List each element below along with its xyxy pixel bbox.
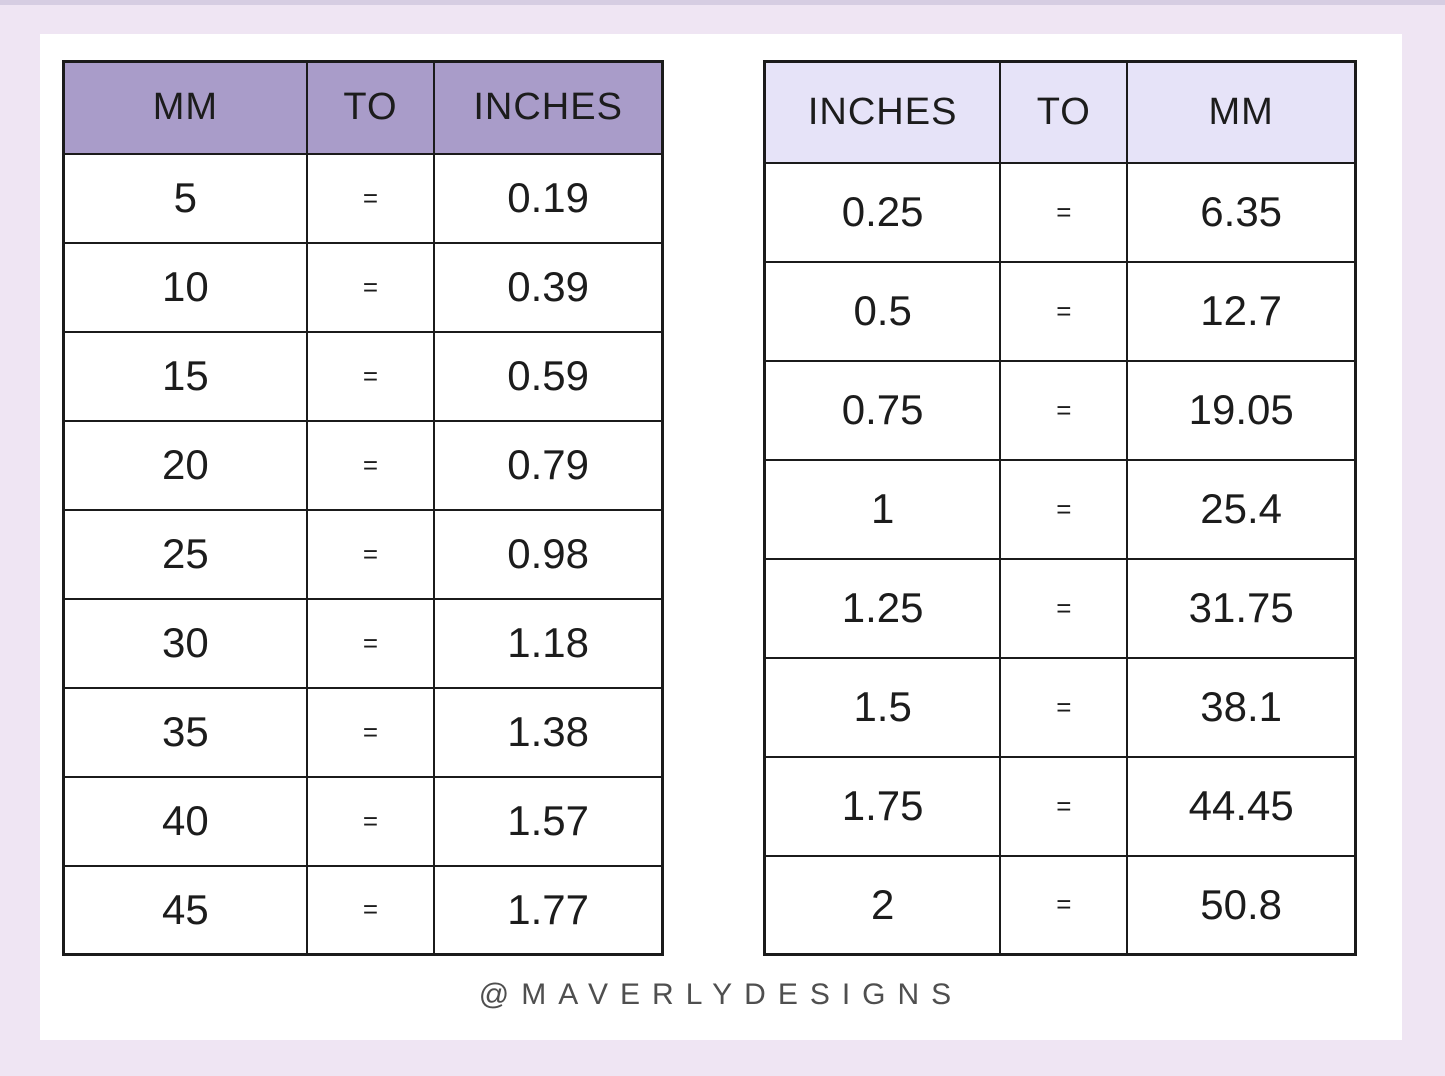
card: MM TO INCHES 5 = 0.19 10 = 0.39 15 = 0.5…	[40, 34, 1402, 1040]
inches-value: 0.59	[433, 330, 664, 422]
mm-column-header: MM	[1126, 60, 1357, 164]
inches-value: 1.57	[433, 775, 664, 867]
mm-value: 19.05	[1126, 359, 1357, 461]
mm-value: 38.1	[1126, 656, 1357, 758]
inches-value: 1.77	[433, 864, 664, 956]
table-row: 30 = 1.18	[62, 597, 664, 689]
table-row: 5 = 0.19	[62, 152, 664, 244]
equals-sign: =	[305, 152, 436, 244]
equals-sign: =	[999, 260, 1129, 362]
equals-sign: =	[305, 330, 436, 422]
mm-value: 45	[62, 864, 308, 956]
mm-value: 12.7	[1126, 260, 1357, 362]
inches-value: 1.38	[433, 686, 664, 778]
table-row: 0.25 = 6.35	[763, 161, 1357, 263]
to-column-header: TO	[999, 60, 1129, 164]
inches-value: 1.5	[763, 656, 1002, 758]
table-row: 2 = 50.8	[763, 854, 1357, 956]
table-row: 25 = 0.98	[62, 508, 664, 600]
equals-sign: =	[305, 775, 436, 867]
mm-to-inches-table: MM TO INCHES 5 = 0.19 10 = 0.39 15 = 0.5…	[62, 60, 664, 956]
equals-sign: =	[305, 864, 436, 956]
table-row: 20 = 0.79	[62, 419, 664, 511]
table-header-row: MM TO INCHES	[62, 60, 664, 155]
inches-value: 0.98	[433, 508, 664, 600]
table-row: 1.25 = 31.75	[763, 557, 1357, 659]
table-row: 0.75 = 19.05	[763, 359, 1357, 461]
equals-sign: =	[999, 755, 1129, 857]
table-row: 1.75 = 44.45	[763, 755, 1357, 857]
inches-value: 0.19	[433, 152, 664, 244]
mm-value: 5	[62, 152, 308, 244]
mm-value: 40	[62, 775, 308, 867]
mm-value: 30	[62, 597, 308, 689]
equals-sign: =	[999, 656, 1129, 758]
inches-value: 0.25	[763, 161, 1002, 263]
equals-sign: =	[305, 419, 436, 511]
inches-column-header: INCHES	[763, 60, 1002, 164]
inches-value: 0.75	[763, 359, 1002, 461]
inches-value: 1.75	[763, 755, 1002, 857]
inches-column-header: INCHES	[433, 60, 664, 155]
inches-value: 0.39	[433, 241, 664, 333]
mm-value: 25	[62, 508, 308, 600]
table-row: 15 = 0.59	[62, 330, 664, 422]
table-row: 10 = 0.39	[62, 241, 664, 333]
inches-to-mm-table: INCHES TO MM 0.25 = 6.35 0.5 = 12.7 0.75…	[763, 60, 1357, 956]
inches-value: 0.79	[433, 419, 664, 511]
equals-sign: =	[999, 458, 1129, 560]
equals-sign: =	[305, 686, 436, 778]
equals-sign: =	[305, 597, 436, 689]
mm-value: 35	[62, 686, 308, 778]
equals-sign: =	[999, 854, 1129, 956]
equals-sign: =	[999, 557, 1129, 659]
table-row: 40 = 1.57	[62, 775, 664, 867]
mm-column-header: MM	[62, 60, 308, 155]
mm-value: 50.8	[1126, 854, 1357, 956]
table-row: 1 = 25.4	[763, 458, 1357, 560]
table-row: 0.5 = 12.7	[763, 260, 1357, 362]
to-column-header: TO	[305, 60, 436, 155]
equals-sign: =	[305, 508, 436, 600]
mm-value: 10	[62, 241, 308, 333]
mm-value: 44.45	[1126, 755, 1357, 857]
table-header-row: INCHES TO MM	[763, 60, 1357, 164]
table-row: 1.5 = 38.1	[763, 656, 1357, 758]
inches-value: 0.5	[763, 260, 1002, 362]
equals-sign: =	[999, 359, 1129, 461]
brand-handle: @MAVERLYDESIGNS	[478, 978, 964, 1011]
table-row: 45 = 1.77	[62, 864, 664, 956]
mm-value: 20	[62, 419, 308, 511]
top-edge-strip	[0, 0, 1445, 5]
inches-value: 1.25	[763, 557, 1002, 659]
equals-sign: =	[305, 241, 436, 333]
equals-sign: =	[999, 161, 1129, 263]
inches-value: 1	[763, 458, 1002, 560]
inches-value: 1.18	[433, 597, 664, 689]
mm-value: 25.4	[1126, 458, 1357, 560]
table-row: 35 = 1.38	[62, 686, 664, 778]
mm-value: 15	[62, 330, 308, 422]
mm-value: 31.75	[1126, 557, 1357, 659]
inches-value: 2	[763, 854, 1002, 956]
mm-value: 6.35	[1126, 161, 1357, 263]
